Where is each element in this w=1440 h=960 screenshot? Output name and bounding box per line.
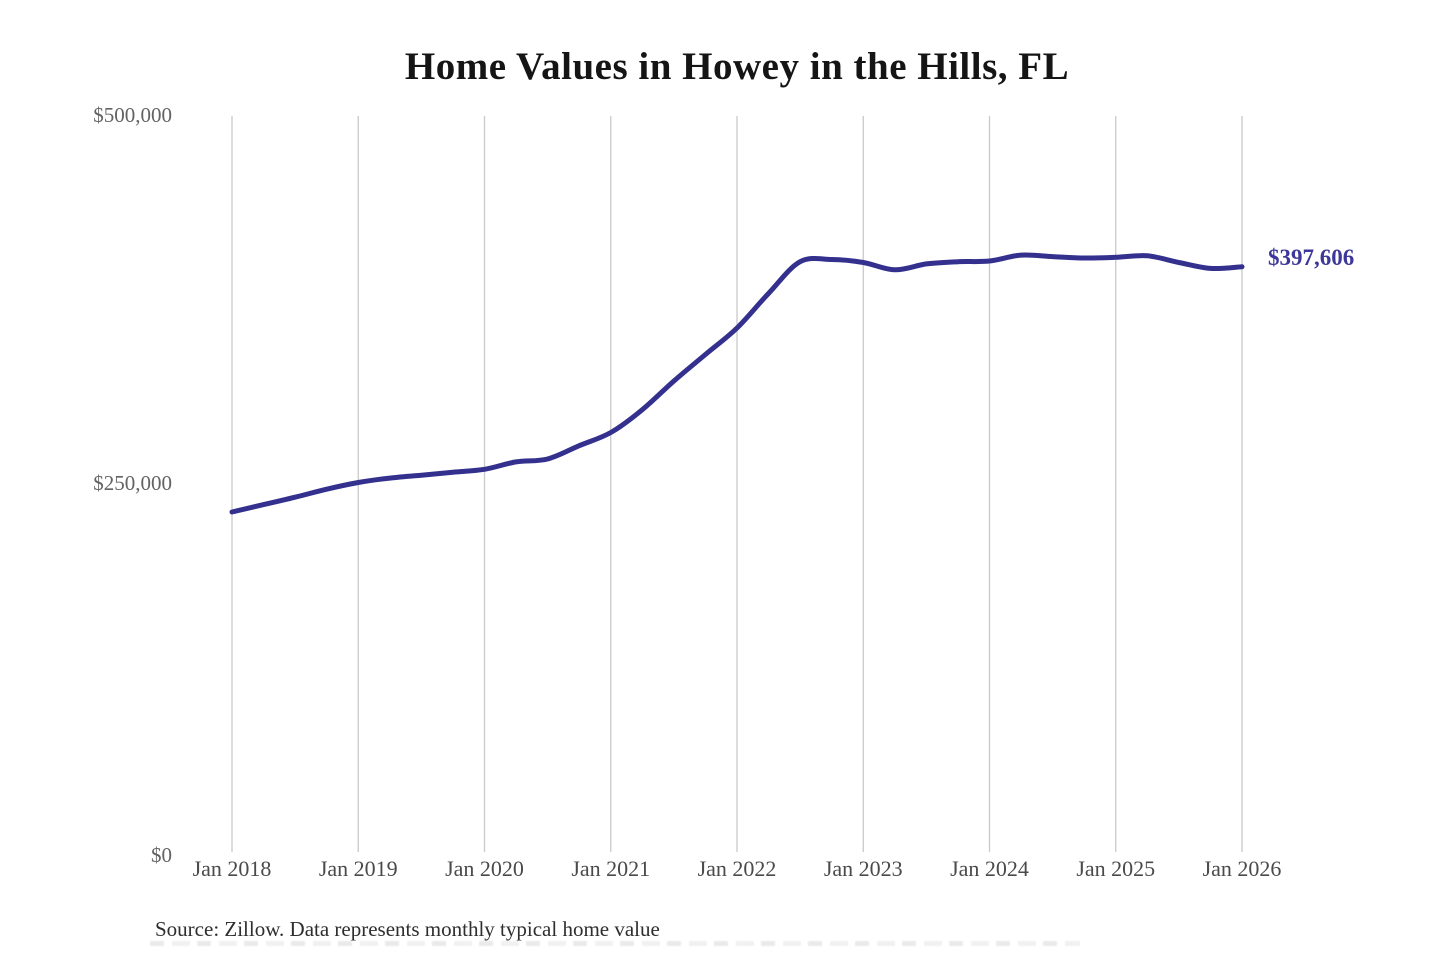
x-axis-label: Jan 2018 (192, 856, 272, 881)
x-axis-label: Jan 2026 (1202, 856, 1282, 881)
home-value-line (229, 252, 1245, 515)
x-axis-label: Jan 2022 (697, 856, 777, 881)
x-axis-label: Jan 2021 (571, 856, 651, 881)
x-axis-label: Jan 2023 (823, 856, 903, 881)
source-note: Source: Zillow. Data represents monthly … (155, 917, 660, 941)
y-axis-label: $0 (151, 843, 172, 867)
end-value-label: $397,606 (1268, 244, 1355, 270)
y-axis-label: $500,000 (93, 103, 172, 127)
x-axis-label: Jan 2025 (1076, 856, 1156, 881)
cropped-text-artifact (150, 941, 1080, 946)
x-axis-label: Jan 2019 (318, 856, 398, 881)
chart-title: Home Values in Howey in the Hills, FL (404, 45, 1070, 88)
y-axis-label: $250,000 (93, 471, 172, 495)
x-axis-label: Jan 2020 (445, 856, 524, 881)
x-axis-label: Jan 2024 (950, 856, 1029, 881)
